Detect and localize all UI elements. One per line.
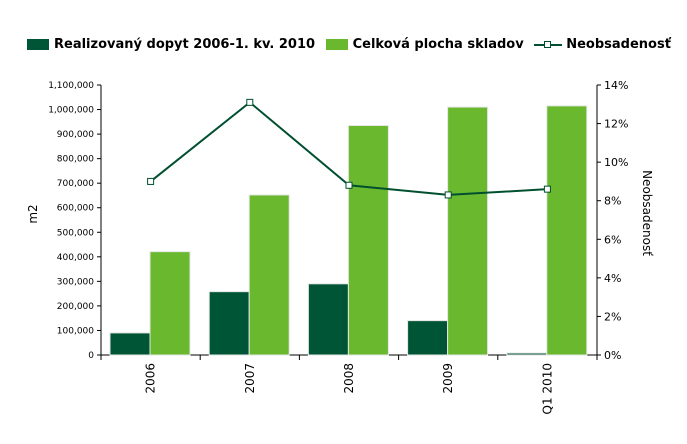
bar-total-area [149, 251, 191, 356]
legend-swatch-total-area [325, 39, 348, 50]
y2-tick-label: 10% [604, 156, 628, 169]
y-tick-label: 100,000 [57, 326, 94, 336]
legend: Realizovaný dopyt 2006-1. kv. 2010 Celko… [27, 37, 677, 55]
y2-tick-label: 2% [604, 310, 621, 323]
vacancy-point [345, 181, 353, 189]
y-axis-title: m2 [26, 204, 40, 223]
y-tick-label: 1,100,000 [48, 81, 94, 91]
x-tick-label: 2007 [243, 363, 257, 394]
y-tick-label: 300,000 [57, 277, 94, 287]
bar-total-area [546, 105, 588, 356]
bar-total-area [248, 194, 290, 356]
vacancy-point [444, 191, 452, 199]
bar-total-area [447, 106, 489, 356]
x-tick-label: 2009 [441, 363, 455, 394]
y-tick-label: 400,000 [57, 253, 94, 263]
y2-tick-label: 8% [604, 195, 621, 208]
bar-demand [109, 332, 151, 356]
legend-swatch-demand [27, 39, 49, 50]
y2-tick-label: 4% [604, 272, 621, 285]
legend-line-vacancy [534, 39, 563, 50]
bar-demand [407, 320, 449, 356]
bar-demand [307, 283, 349, 356]
y2-axis-title: Neobsadenosť [640, 170, 654, 256]
legend-item-total-area: Celková plocha skladov [325, 37, 524, 52]
y-tick-label: 800,000 [57, 155, 94, 165]
bar-demand [208, 291, 250, 356]
legend-item-demand: Realizovaný dopyt 2006-1. kv. 2010 [27, 37, 315, 52]
y-tick-label: 200,000 [57, 302, 94, 312]
bar-total-area [347, 125, 389, 356]
y2-tick-label: 12% [604, 118, 628, 131]
bar-demand [506, 352, 548, 356]
vacancy-point [246, 98, 254, 106]
y-tick-label: 500,000 [57, 228, 94, 238]
x-tick-label: 2008 [342, 363, 356, 394]
y-tick-label: 1,000,000 [48, 106, 94, 116]
y-tick-label: 600,000 [57, 204, 94, 214]
legend-item-vacancy: Neobsadenosť [534, 37, 671, 52]
y2-tick-label: 14% [604, 79, 628, 92]
y-tick-label: 900,000 [57, 130, 94, 140]
vacancy-point [543, 185, 551, 193]
y2-tick-label: 6% [604, 233, 621, 246]
y-tick-label: 0 [88, 351, 94, 361]
x-tick-label: Q1 2010 [540, 363, 554, 414]
y2-tick-label: 0% [604, 349, 621, 362]
legend-label-demand: Realizovaný dopyt 2006-1. kv. 2010 [54, 37, 316, 52]
x-tick-label: 2006 [144, 363, 158, 394]
vacancy-point [147, 177, 155, 185]
y-tick-label: 700,000 [57, 179, 94, 189]
legend-label-total-area: Celková plocha skladov [352, 37, 524, 52]
legend-label-vacancy: Neobsadenosť [566, 37, 671, 52]
